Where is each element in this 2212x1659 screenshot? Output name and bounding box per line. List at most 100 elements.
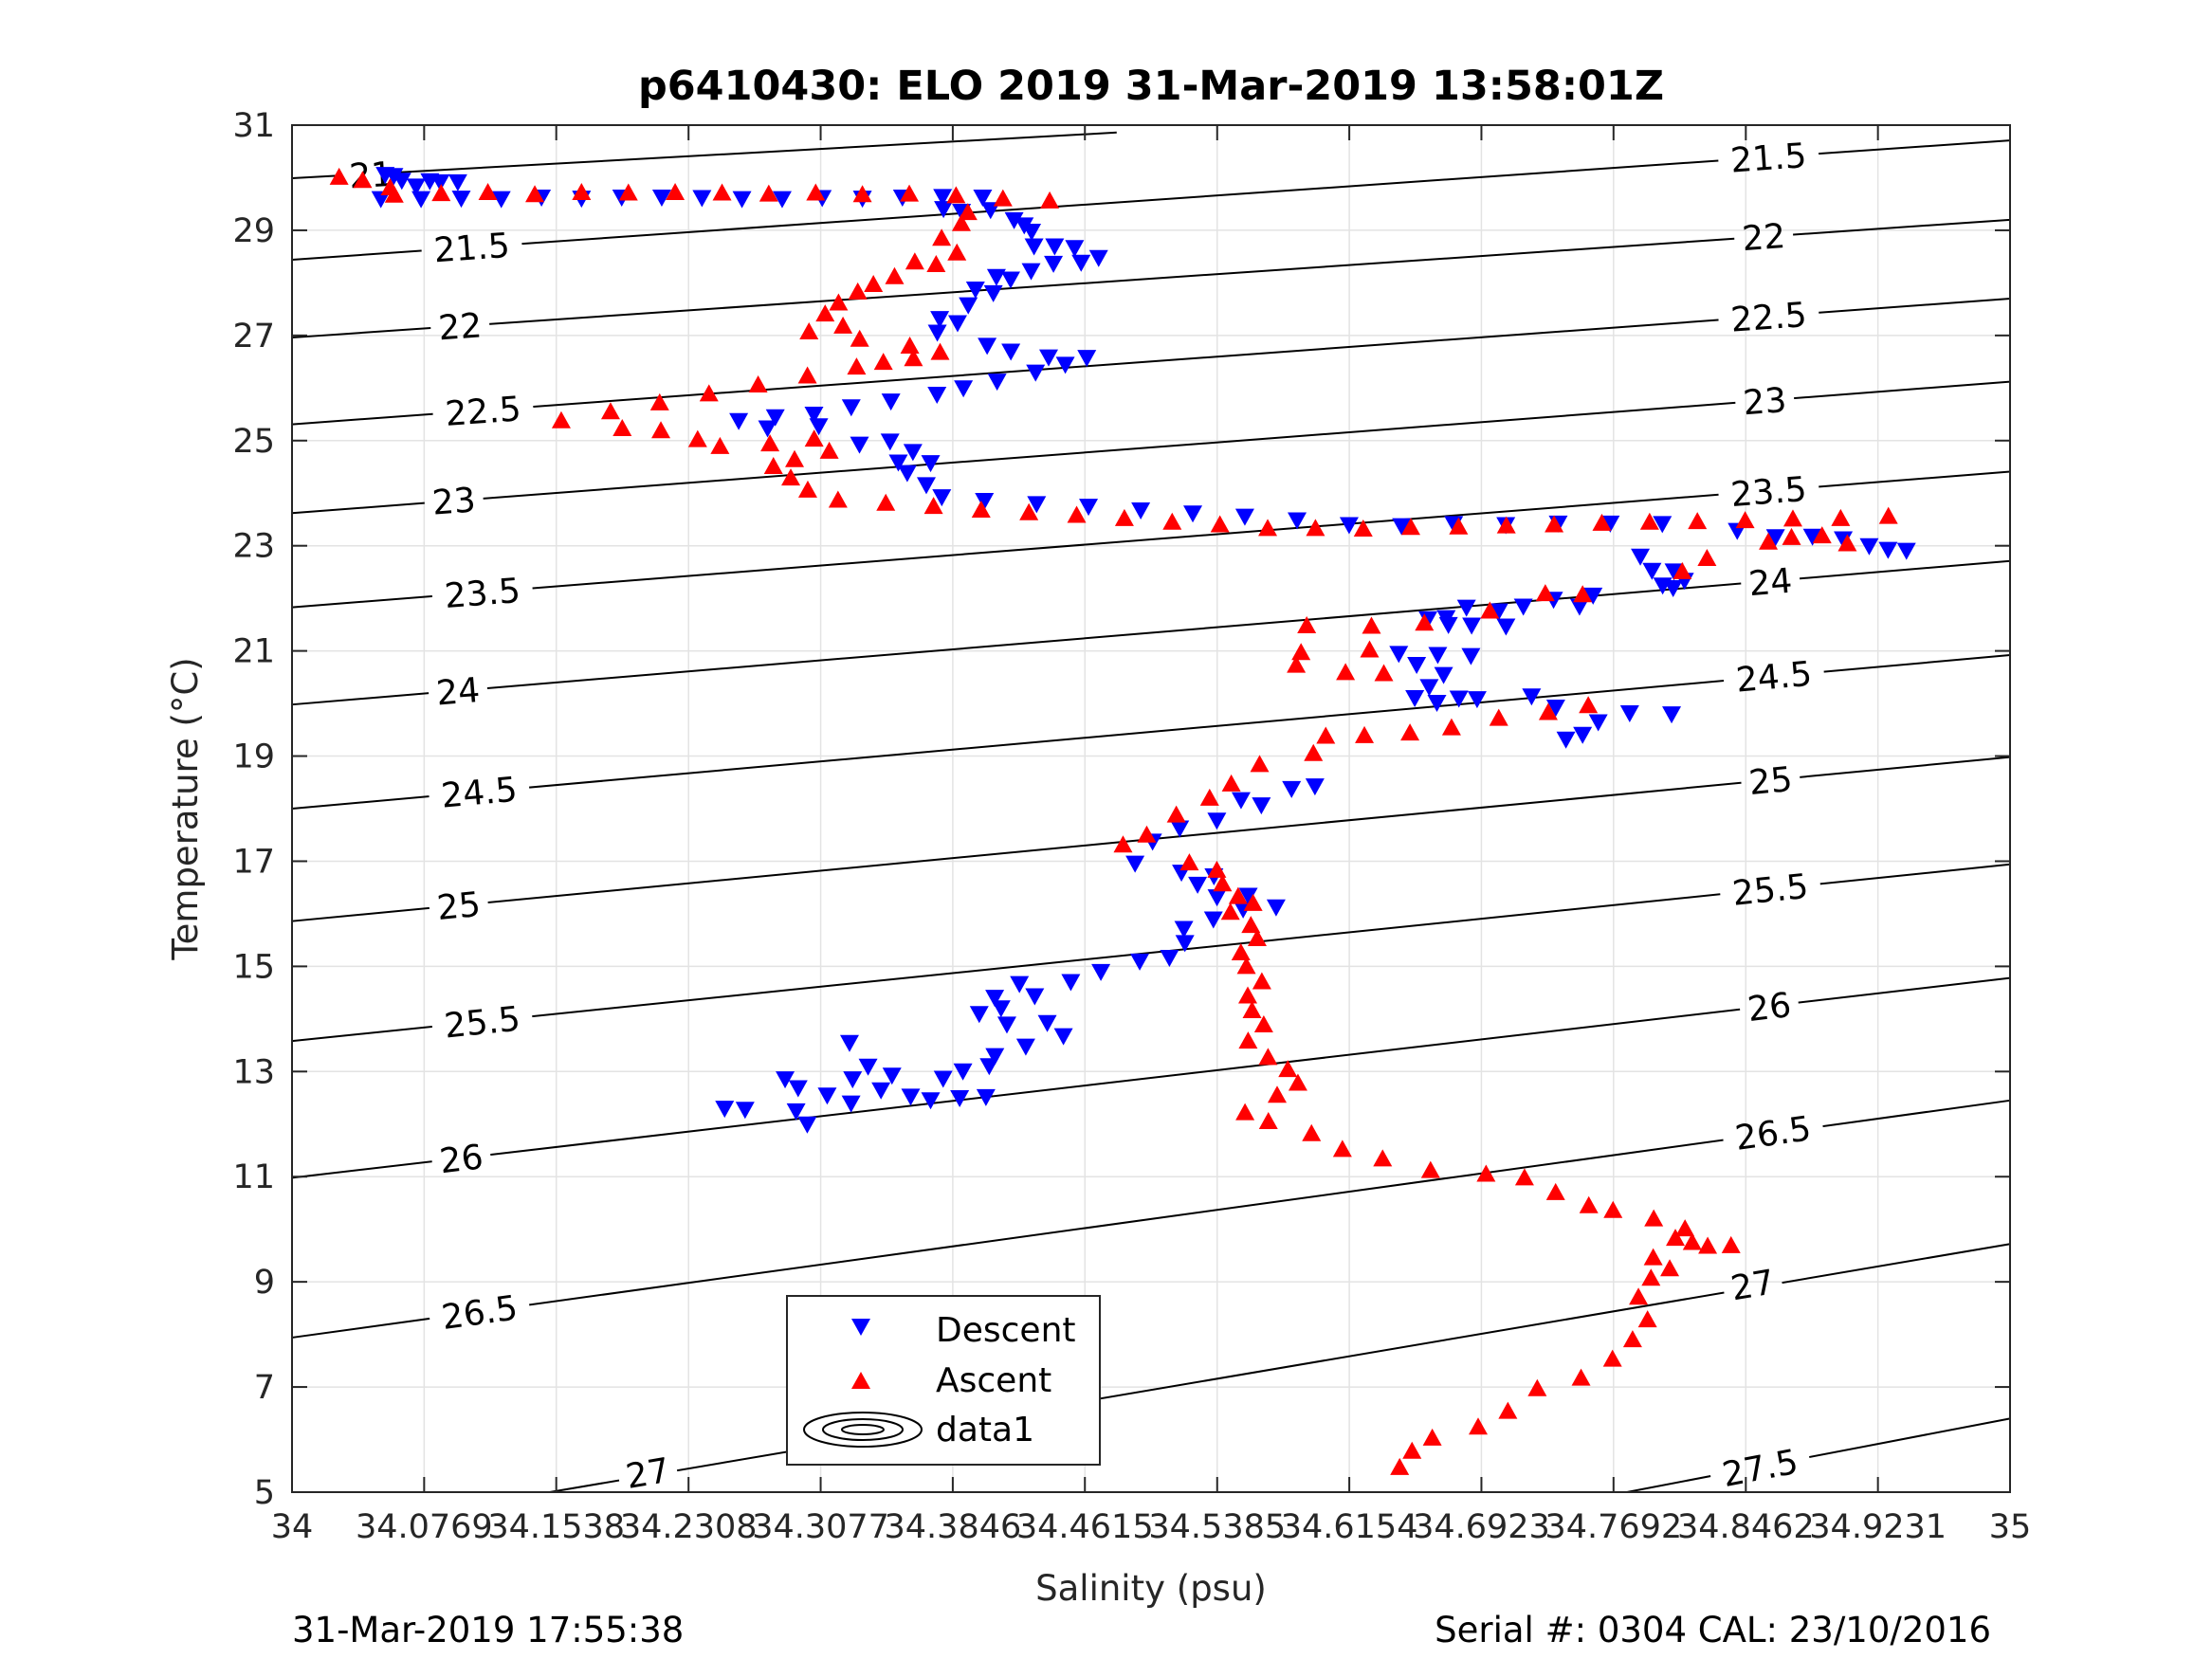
ascent-point [900,336,920,354]
descent-point [1438,616,1458,634]
isopycnal-label: 22.5 [1729,296,1808,340]
ascent-point [1019,502,1039,520]
y-tick-label: 5 [254,1474,275,1512]
descent-point [841,399,861,417]
descent-point [1061,974,1081,992]
ascent-point [923,497,943,515]
ascent-point [710,436,730,454]
x-tick-label: 34.8462 [1677,1508,1815,1546]
x-tick-label: 34.2308 [620,1508,758,1546]
ascent-point [1306,519,1325,537]
ascent-point [1242,1000,1262,1018]
ascent-point [1592,513,1612,531]
isopycnal-label: 25.5 [443,1000,522,1047]
ascent-point [1441,718,1461,736]
ascent-point [1496,516,1516,534]
descent-point [765,409,785,427]
descent-point [947,315,967,333]
y-tick-label: 19 [232,738,275,776]
ascent-point [847,357,867,375]
plot-area [292,125,2010,1492]
ascent-point [1629,1287,1649,1305]
descent-point [1039,349,1059,367]
descent-point [1556,731,1576,749]
ascent-point [1759,532,1779,550]
descent-point [1653,516,1673,534]
ascent-point [1545,1182,1565,1200]
descent-point [1183,505,1203,523]
ascent-point [873,353,893,371]
ascent-point [1316,726,1336,744]
descent-point [1467,691,1487,709]
ascent-point [1221,774,1241,792]
descent-point [772,191,792,209]
ascent-point [1220,902,1240,921]
isopycnal-label: 24.5 [440,771,519,816]
descent-point [1288,512,1307,530]
ascent-point [1278,1060,1298,1078]
descent-point [1024,238,1044,256]
ascent-point [1297,615,1317,633]
descent-point [1231,792,1251,810]
descent-point [1044,255,1064,273]
descent-point [979,1058,999,1076]
ascent-point [759,184,778,202]
x-tick-label: 34.5385 [1148,1508,1286,1546]
ascent-point [1535,584,1555,602]
ascent-point [1258,1048,1278,1066]
ascent-point [1238,986,1258,1004]
ascent-point [1602,1349,1622,1367]
ascent-point [1476,1164,1496,1182]
descent-point [903,444,923,462]
descent-point [850,436,869,454]
ascent-point [1571,1368,1591,1386]
ascent-point [1207,860,1227,878]
descent-point [976,1088,996,1106]
descent-point [451,191,471,209]
ascent-point [1235,1103,1255,1121]
ascent-point [1660,1259,1680,1277]
descent-point [797,1116,817,1134]
ascent-point [828,490,848,508]
descent-point [1663,580,1683,598]
ascent-point [1304,743,1324,761]
ascent-point [1579,1195,1599,1213]
ascent-point [852,185,872,203]
descent-point [1878,541,1898,559]
ascent-point [1336,663,1356,681]
descent-point [1282,780,1302,798]
descent-point [1022,224,1042,242]
descent-point [1170,820,1190,838]
y-tick-label: 31 [232,107,275,145]
ascent-point [1641,1268,1661,1286]
descent-point [1434,666,1453,684]
descent-point [839,1034,859,1052]
descent-point [1065,240,1085,258]
x-tick-label: 34.1538 [487,1508,625,1546]
y-tick-label: 9 [254,1264,275,1302]
ascent-point [1402,1441,1422,1459]
isopycnal-24: 24 24 [291,559,2011,714]
descent-point [983,284,1003,302]
descent-point [1583,587,1603,605]
isopycnal-line [291,654,2011,810]
ascent-point [1878,506,1898,524]
descent-point [786,1103,806,1121]
descent-point [933,1070,953,1088]
ascent-point [797,480,817,498]
descent-point [1859,538,1879,556]
isopycnal-22.5: 22.5 22.5 [291,296,2011,434]
descent-point [985,990,1005,1008]
ascent-point [1697,549,1717,567]
ascent-point [1538,702,1558,720]
ascent-point [1469,1417,1489,1435]
ascent-point [1688,512,1708,530]
ascent-point [1355,725,1375,743]
isopycnal-label: 26 [438,1138,485,1181]
ascent-point [1644,1209,1664,1227]
descent-point [1405,689,1425,707]
y-tick-label: 25 [232,423,275,461]
descent-point [430,173,450,191]
x-tick-label: 34.3077 [752,1508,889,1546]
